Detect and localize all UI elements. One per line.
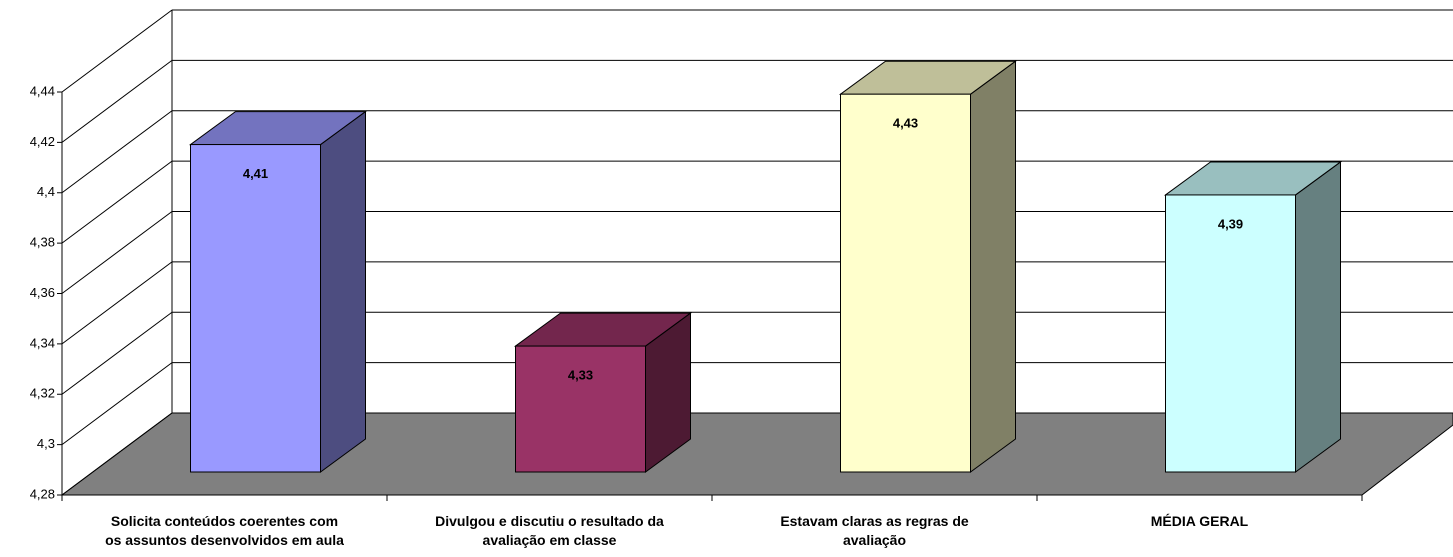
x-tick-label: MÉDIA GERAL [1150,513,1249,529]
y-tick-label: 4,28 [30,486,55,501]
x-tick-label: Estavam claras as regras de avaliação [780,513,969,548]
y-tick-label: 4,36 [30,285,55,300]
grid-line-side [61,110,173,194]
value-label: 4,43 [893,116,918,131]
grid-line-side [61,362,173,446]
value-label: 4,39 [1218,216,1243,231]
bar-side [970,60,1016,473]
value-label: 4,41 [243,166,268,181]
grid-line-side [61,311,173,395]
x-tick-label: Solicita conteúdos coerentes com os assu… [105,513,344,548]
y-tick-label: 4,34 [30,335,55,350]
grid-line-side [61,160,173,244]
bar-side [1295,160,1341,473]
y-tick-label: 4,42 [30,134,55,149]
x-tick-label: Divulgou e discutiu o resultado da avali… [435,513,664,548]
grid-line-side [61,261,173,345]
y-tick-label: 4,44 [30,83,55,98]
bar-side [320,110,366,473]
y-tick-label: 4,4 [37,184,55,199]
y-tick-label: 4,32 [30,386,55,401]
bar [515,345,646,473]
y-tick-label: 4,3 [37,436,55,451]
y-tick-label: 4,38 [30,235,55,250]
grid-line-side [61,9,173,93]
bar [190,144,321,473]
grid-line-side [61,412,173,496]
grid-line-side [61,59,173,143]
grid-line-side [61,211,173,294]
value-label: 4,33 [568,368,593,383]
bar [1165,194,1296,473]
bar [840,93,971,473]
